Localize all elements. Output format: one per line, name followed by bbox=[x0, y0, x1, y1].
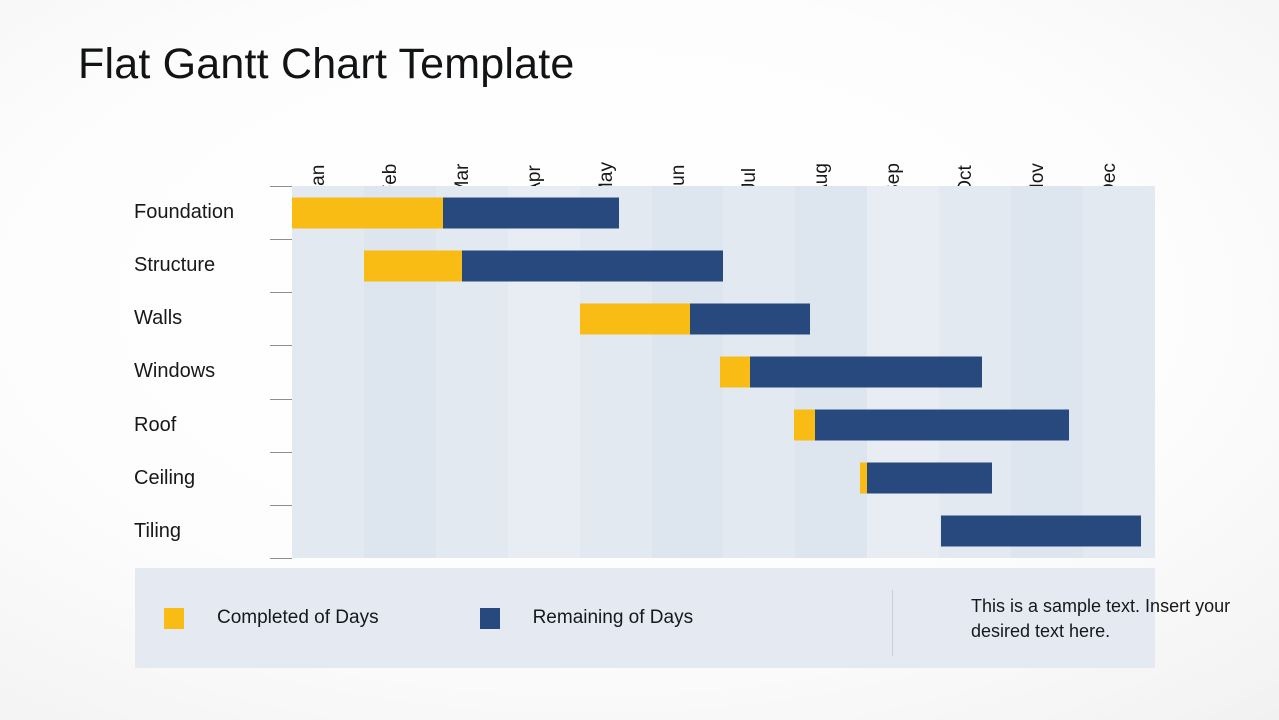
bar-completed[interactable] bbox=[719, 356, 751, 388]
month-tick-apr: Apr bbox=[508, 108, 580, 195]
task-label-list: Foundation Structure Walls Windows Roof Ceili… bbox=[134, 186, 274, 558]
month-tick-aug: Aug bbox=[795, 108, 867, 197]
month-tick-jun: Jun bbox=[652, 108, 724, 196]
axis-tick bbox=[270, 451, 292, 453]
column-band bbox=[435, 186, 508, 558]
column-band bbox=[651, 186, 724, 558]
bar-remaining[interactable] bbox=[461, 250, 724, 282]
axis-tick bbox=[270, 558, 292, 559]
bar-remaining[interactable] bbox=[940, 515, 1141, 547]
legend-items: Completed of Days Remaining of Days bbox=[164, 568, 794, 668]
bar-completed[interactable] bbox=[579, 303, 691, 335]
legend-divider bbox=[892, 590, 893, 656]
month-tick-dec: Dec bbox=[1083, 108, 1155, 197]
column-bands bbox=[292, 186, 1155, 558]
bar-remaining[interactable] bbox=[443, 197, 620, 229]
task-label-walls: Walls bbox=[134, 307, 183, 330]
bar-completed[interactable] bbox=[860, 462, 868, 494]
legend-item-label: Remaining of Days bbox=[532, 607, 694, 628]
sample-note: This is a sample text. Insert your desir… bbox=[971, 596, 1231, 642]
legend-item[interactable]: Remaining of Days bbox=[479, 607, 694, 629]
gantt-row-tiling bbox=[292, 505, 1155, 558]
column-band bbox=[292, 186, 364, 558]
task-label-ceiling: Ceiling bbox=[134, 466, 196, 489]
bar-completed[interactable] bbox=[363, 250, 462, 282]
axis-tick bbox=[270, 345, 292, 347]
legend-item-label: Completed of Days bbox=[217, 607, 379, 628]
month-tick-mar: Mar bbox=[436, 108, 508, 197]
month-tick-sep: Sep bbox=[867, 108, 939, 197]
month-axis: Jan Feb Mar Apr May Jun Jul Aug Sep Oct Nov Dec bbox=[292, 108, 1155, 198]
gantt-row-foundation bbox=[292, 186, 1155, 239]
y-axis-ticks bbox=[270, 186, 292, 559]
legend-swatch-remaining bbox=[479, 607, 500, 629]
task-label-windows: Windows bbox=[134, 360, 216, 383]
gantt-bar-rows bbox=[292, 186, 1155, 558]
axis-tick bbox=[270, 186, 292, 187]
bar-remaining[interactable] bbox=[814, 409, 1069, 441]
column-band bbox=[1011, 186, 1083, 558]
gantt-row-walls bbox=[292, 292, 1155, 345]
axis-tick bbox=[270, 504, 292, 506]
bar-completed[interactable] bbox=[793, 409, 815, 441]
month-tick-nov: Nov bbox=[1011, 108, 1083, 197]
month-tick-oct: Oct bbox=[939, 108, 1011, 195]
legend-swatch-completed bbox=[164, 607, 184, 629]
gantt-row-ceiling bbox=[292, 452, 1155, 505]
column-band bbox=[507, 186, 580, 558]
bar-remaining[interactable] bbox=[867, 462, 992, 494]
gantt-row-roof bbox=[292, 399, 1155, 452]
gantt-plot-area bbox=[292, 186, 1155, 558]
task-label-roof: Roof bbox=[134, 413, 177, 436]
bar-remaining[interactable] bbox=[750, 356, 983, 388]
legend-panel: Completed of Days Remaining of Days This … bbox=[135, 568, 1230, 668]
task-label-tiling: Tiling bbox=[134, 519, 182, 542]
column-band bbox=[1082, 186, 1155, 558]
month-tick-jul: Jul bbox=[724, 108, 796, 192]
gantt-row-structure bbox=[292, 239, 1155, 292]
month-tick-jan: Jan bbox=[292, 108, 364, 196]
gantt-row-windows bbox=[292, 345, 1155, 398]
column-band bbox=[363, 186, 436, 558]
bar-remaining[interactable] bbox=[690, 303, 810, 335]
task-label-foundation: Foundation bbox=[134, 201, 235, 224]
page-title: Flat Gantt Chart Template bbox=[78, 40, 575, 88]
month-tick-feb: Feb bbox=[364, 108, 436, 197]
axis-tick bbox=[270, 239, 292, 241]
axis-tick bbox=[270, 398, 292, 400]
bar-completed[interactable] bbox=[292, 197, 444, 229]
axis-tick bbox=[270, 292, 292, 294]
legend-item[interactable]: Completed of Days bbox=[164, 607, 379, 629]
month-tick-may: May bbox=[580, 108, 652, 198]
column-band bbox=[579, 186, 652, 558]
task-label-structure: Structure bbox=[134, 254, 216, 277]
